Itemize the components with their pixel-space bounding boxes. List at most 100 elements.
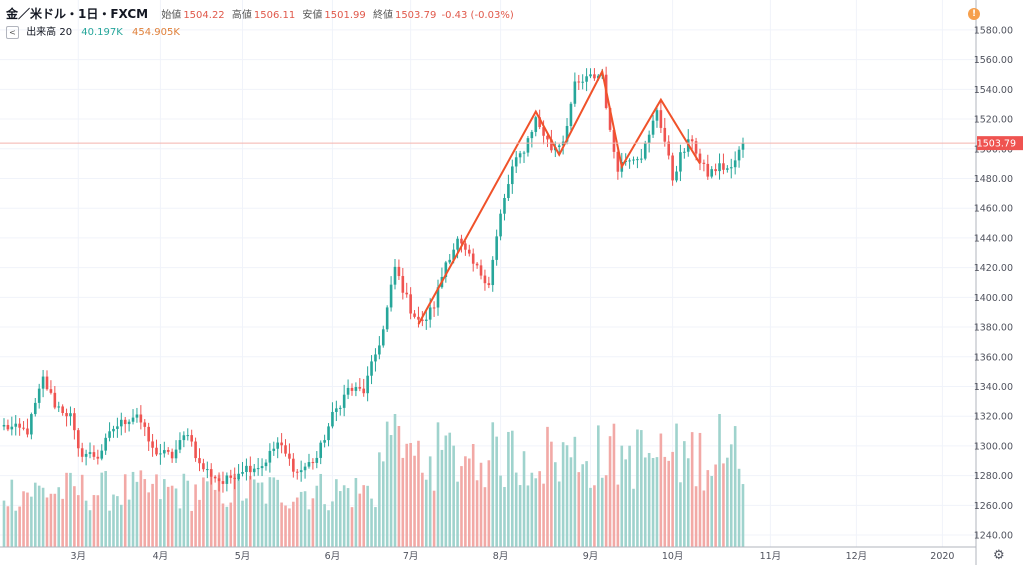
candle-body	[526, 138, 530, 153]
candle-body	[135, 414, 139, 418]
volume-bar	[608, 436, 612, 547]
candle-body	[581, 81, 584, 83]
volume-bar	[120, 504, 123, 547]
candle-body	[487, 283, 491, 286]
candle-body	[640, 158, 643, 160]
candle-body	[436, 287, 440, 308]
candle-body	[284, 445, 287, 454]
candle-body	[249, 465, 252, 473]
candle-body	[718, 163, 721, 172]
volume-bar	[159, 499, 162, 547]
volume-bar	[675, 423, 678, 547]
symbol-title[interactable]: 金／米ドル・1日・FXCM	[6, 7, 149, 21]
volume-bar	[475, 480, 479, 547]
candle-body	[534, 117, 538, 132]
volume-bar	[108, 510, 111, 547]
volume-bar	[346, 488, 350, 547]
candle-body	[14, 423, 18, 427]
volume-bar	[483, 487, 487, 547]
candle-body	[155, 447, 158, 455]
candle-body	[671, 155, 674, 181]
candle-body	[112, 428, 115, 432]
x-tick-label: 8月	[493, 551, 509, 562]
candle-body	[252, 468, 256, 473]
candle-body	[256, 468, 260, 470]
candle-body	[393, 266, 397, 285]
volume-bar	[139, 470, 143, 547]
volume-bar	[542, 483, 545, 547]
volume-bar	[166, 486, 170, 547]
candle-body	[88, 452, 92, 454]
candle-body	[456, 238, 459, 250]
candle-body	[225, 475, 229, 484]
volume-bar	[546, 426, 549, 547]
volume-bar	[733, 426, 737, 547]
volume-bar	[554, 462, 557, 547]
candle-body	[41, 376, 45, 389]
volume-bar	[131, 471, 135, 547]
collapse-toggle-button[interactable]: <	[6, 25, 19, 39]
gear-icon[interactable]: ⚙	[993, 548, 1005, 563]
volume-bar	[643, 457, 647, 547]
volume-bar	[389, 435, 393, 547]
candle-body	[452, 249, 455, 260]
open-label: 始値	[161, 10, 182, 21]
candle-body	[69, 413, 72, 417]
candle-body	[151, 441, 154, 448]
candle-body	[702, 162, 706, 164]
candle-body	[335, 408, 338, 412]
volume-bar	[569, 457, 573, 547]
candle-body	[573, 81, 577, 104]
volume-bar	[194, 484, 197, 547]
candle-body	[303, 466, 307, 471]
candle-body	[401, 276, 405, 293]
candle-body	[737, 149, 741, 161]
volume-bar	[202, 477, 205, 547]
y-tick-label: 1320.00	[974, 412, 1013, 423]
candle-body	[706, 163, 710, 177]
volume-bar	[467, 458, 471, 547]
candle-body	[120, 419, 123, 427]
candle-body	[479, 265, 483, 276]
volume-bar	[518, 485, 522, 547]
candle-body	[651, 120, 655, 135]
volume-bar	[585, 461, 588, 547]
volume-bar	[577, 472, 581, 547]
candle-body	[483, 275, 487, 284]
candle-body	[198, 458, 201, 464]
candle-body	[741, 143, 745, 150]
candle-body	[514, 157, 518, 167]
candle-body	[166, 450, 170, 452]
x-tick-label: 2020	[930, 551, 954, 562]
volume-bar	[358, 493, 362, 547]
candle-body	[428, 307, 432, 320]
volume-bar	[663, 456, 667, 547]
volume-bar	[237, 478, 240, 547]
open-value: 1504.22	[183, 10, 225, 21]
candle-body	[18, 423, 21, 428]
volume-bar	[690, 432, 694, 547]
volume-bar	[249, 475, 252, 547]
volume-label[interactable]: 出来高 20	[26, 27, 73, 38]
volume-bar	[209, 472, 213, 547]
alert-icon[interactable]: !	[968, 8, 980, 20]
candle-body	[174, 449, 178, 459]
candle-body	[96, 456, 100, 459]
candle-body	[643, 142, 647, 159]
volume-bar	[292, 501, 295, 547]
volume-bar	[342, 485, 346, 547]
x-tick-label: 12月	[846, 551, 868, 562]
candle-body	[241, 472, 244, 474]
volume-bar	[589, 487, 592, 547]
candle-body	[295, 471, 299, 473]
volume-bar	[88, 510, 92, 547]
volume-bar	[76, 495, 80, 547]
volume-bar	[264, 503, 268, 547]
volume-bar	[151, 483, 154, 547]
volume-bar	[706, 470, 710, 547]
volume-bar	[514, 472, 518, 547]
volume-bar	[174, 488, 178, 547]
volume-bar	[432, 490, 436, 547]
